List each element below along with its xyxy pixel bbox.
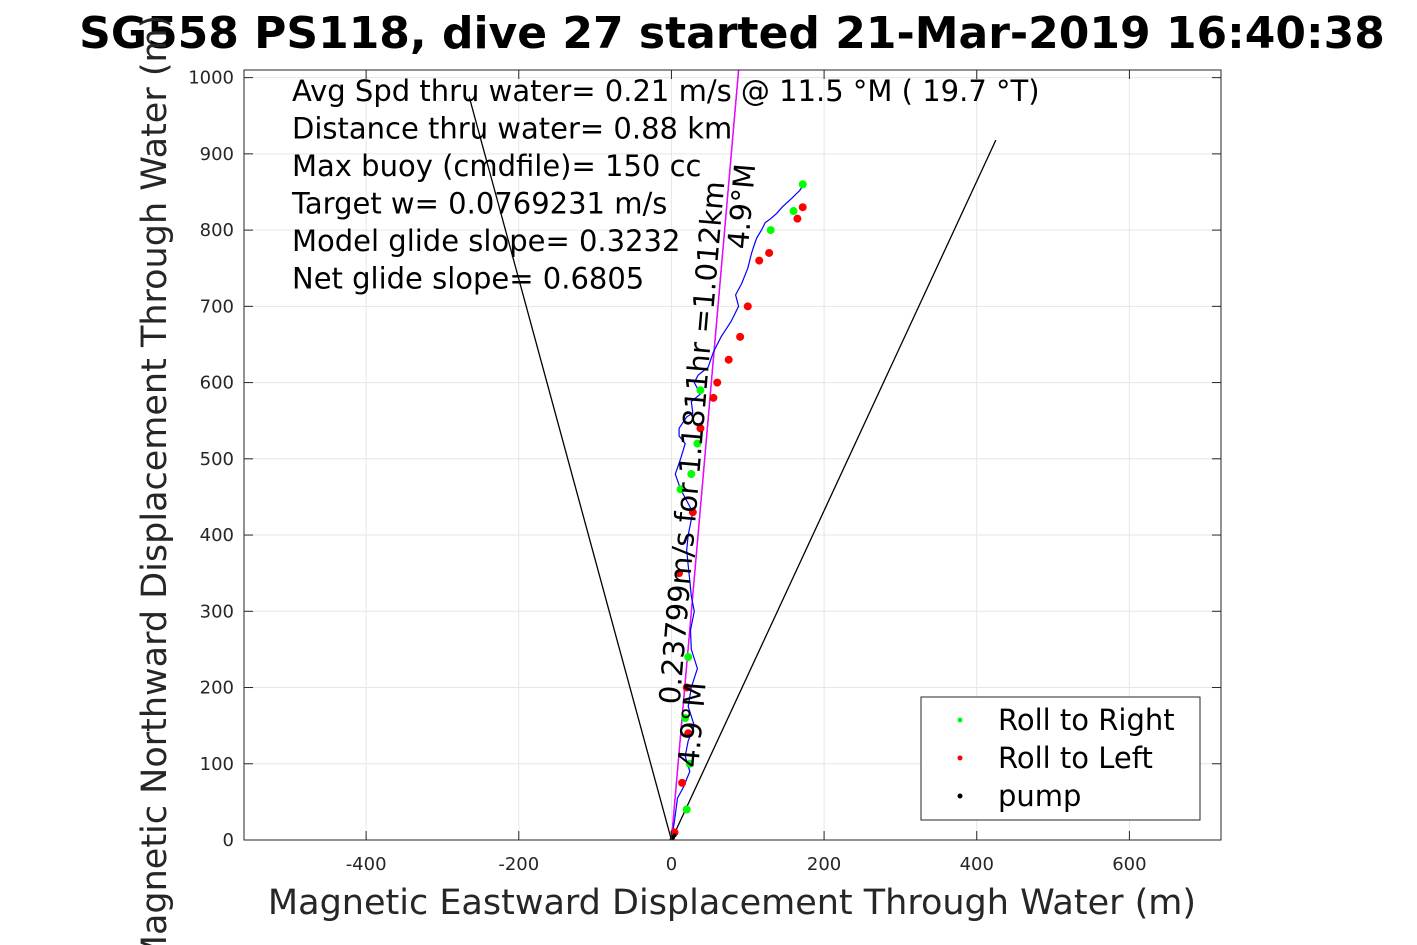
point-roll-to-right — [798, 180, 807, 189]
tick-labels: -400 -200 0 200 400 600 0 100 200 300 400 500 600 700… — [188, 68, 1146, 875]
point-roll-to-left — [670, 828, 679, 837]
annotation-text: 4.9°M — [671, 681, 712, 769]
info-line: Model glide slope= 0.3232 — [292, 224, 680, 258]
point-roll-to-left — [743, 302, 752, 311]
x-tick-label: 0 — [666, 854, 677, 875]
point-roll-to-left — [675, 569, 684, 578]
tick-marks — [244, 70, 1221, 841]
info-line: Target w= 0.0769231 m/s — [291, 187, 667, 221]
point-roll-to-left — [793, 214, 802, 223]
point-roll-to-right — [684, 653, 693, 662]
y-tick-label: 500 — [200, 449, 234, 470]
point-roll-to-right — [676, 485, 685, 494]
info-line: Max buoy (cmdfile)= 150 cc — [292, 149, 701, 183]
heading-line — [468, 96, 673, 840]
legend-marker-roll-to-left — [957, 755, 963, 761]
y-tick-label: 200 — [200, 678, 234, 699]
annotation-text: 4.9°M — [721, 162, 762, 250]
info-line: Distance thru water= 0.88 km — [292, 112, 732, 146]
point-roll-to-right — [789, 207, 798, 216]
point-roll-to-right — [693, 439, 702, 448]
point-roll-to-left — [709, 393, 718, 402]
legend-label: Roll to Right — [998, 703, 1175, 737]
point-roll-to-left — [765, 248, 774, 257]
info-line: Net glide slope= 0.6805 — [292, 262, 644, 296]
heading-line — [670, 70, 740, 840]
legend-label: pump — [998, 779, 1081, 813]
point-roll-to-left — [682, 683, 691, 692]
y-tick-label: 800 — [200, 220, 234, 241]
legend-label: Roll to Left — [998, 741, 1153, 775]
axes-box — [243, 69, 1222, 841]
point-roll-to-left — [688, 508, 697, 517]
x-tick-label: -400 — [346, 854, 387, 875]
x-tick-label: 600 — [1112, 854, 1146, 875]
point-roll-to-left — [736, 332, 745, 341]
point-roll-to-right — [696, 386, 705, 395]
info-text-block: Avg Spd thru water= 0.21 m/s @ 11.5 °M (… — [291, 74, 1040, 296]
point-roll-to-left — [755, 256, 764, 265]
legend-box — [920, 696, 1201, 821]
y-tick-label: 0 — [223, 830, 234, 851]
y-tick-label: 1000 — [188, 68, 234, 89]
y-tick-label: 700 — [200, 296, 234, 317]
point-roll-to-left — [724, 355, 733, 364]
x-tick-label: -200 — [498, 854, 539, 875]
point-roll-to-left — [713, 378, 722, 387]
point-roll-to-left — [684, 729, 693, 738]
point-roll-to-right — [766, 226, 775, 235]
point-roll-to-right — [682, 805, 691, 814]
data-marks — [468, 70, 997, 840]
point-roll-to-left — [678, 778, 687, 787]
info-line: Avg Spd thru water= 0.21 m/s @ 11.5 °M (… — [292, 74, 1040, 108]
y-tick-label: 900 — [200, 144, 234, 165]
x-tick-label: 400 — [960, 854, 994, 875]
heading-line — [670, 139, 997, 840]
chart-title: SG558 PS118, dive 27 started 21-Mar-2019… — [79, 8, 1385, 59]
point-roll-to-right — [681, 714, 690, 723]
y-axis-label: Magnetic Northward Displacement Through … — [135, 15, 175, 945]
y-tick-label: 100 — [200, 754, 234, 775]
legend-marker-roll-to-right — [957, 717, 963, 723]
glider-track-line — [670, 182, 805, 840]
point-roll-to-right — [685, 759, 694, 768]
point-pump — [672, 833, 677, 838]
y-tick-label: 600 — [200, 373, 234, 394]
point-roll-to-left — [798, 203, 807, 212]
legend: Roll to Right Roll to Left pump — [920, 696, 1201, 821]
y-tick-label: 400 — [200, 525, 234, 546]
point-roll-to-left — [696, 424, 705, 433]
point-roll-to-right — [687, 470, 696, 479]
legend-marker-pump — [957, 793, 963, 799]
x-tick-label: 200 — [807, 854, 841, 875]
y-tick-label: 300 — [200, 601, 234, 622]
x-axis-label: Magnetic Eastward Displacement Through W… — [268, 883, 1196, 923]
